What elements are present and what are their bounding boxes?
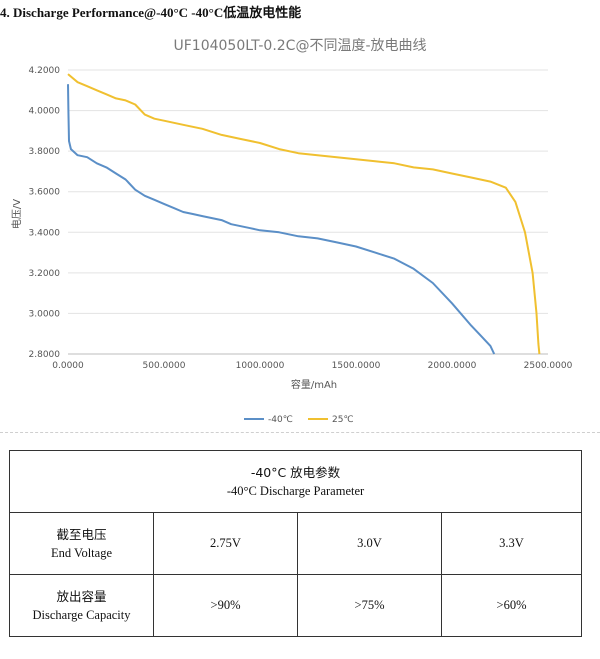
row-label-en: End Voltage bbox=[51, 545, 112, 560]
section-divider bbox=[0, 432, 600, 433]
table-cell: >75% bbox=[297, 574, 442, 637]
y-tick-label: 3.4000 bbox=[29, 228, 61, 238]
y-tick-label: 3.0000 bbox=[29, 309, 61, 319]
y-tick-label: 3.2000 bbox=[29, 269, 61, 279]
y-axis-label: 电压/V bbox=[10, 199, 23, 229]
table-header-en: -40°C Discharge Parameter bbox=[226, 483, 365, 498]
row-label-cell: 截至电压 End Voltage bbox=[9, 512, 154, 575]
table-header-cn: -40°C 放电参数 bbox=[250, 464, 341, 480]
y-tick-label: 2.8000 bbox=[29, 350, 61, 360]
section-heading: 4. Discharge Performance@-40°C -40°C低温放电… bbox=[0, 5, 302, 20]
table-cell: >60% bbox=[441, 574, 582, 637]
x-tick-label: 2000.0000 bbox=[428, 361, 477, 371]
row-label-en: Discharge Capacity bbox=[32, 607, 131, 622]
x-tick-label: 0.0000 bbox=[52, 361, 84, 371]
y-tick-label: 3.8000 bbox=[29, 147, 61, 157]
table-cell: >90% bbox=[153, 574, 298, 637]
discharge-curve-chart: UF104050LT-0.2C@不同温度-放电曲线 2.8000 3.0000 3.… bbox=[10, 38, 573, 425]
row-label-cn: 截至电压 bbox=[56, 526, 107, 542]
series-line-1 bbox=[67, 73, 541, 355]
x-axis-label: 容量/mAh bbox=[291, 378, 337, 391]
table-cell: 3.3V bbox=[441, 512, 582, 575]
table-cell: 3.0V bbox=[297, 512, 442, 575]
y-tick-label: 4.2000 bbox=[29, 66, 61, 76]
x-tick-label: 1500.0000 bbox=[332, 361, 381, 371]
legend-label: -40℃ bbox=[268, 415, 293, 425]
legend-label: 25℃ bbox=[332, 415, 354, 425]
table-row: 截至电压 End Voltage 2.75V 3.0V 3.3V bbox=[9, 512, 582, 575]
discharge-parameter-table: -40°C 放电参数 -40°C Discharge Parameter 截至电… bbox=[9, 450, 582, 637]
y-tick-label: 3.6000 bbox=[29, 188, 61, 198]
x-tick-label: 500.0000 bbox=[143, 361, 186, 371]
chart-title: UF104050LT-0.2C@不同温度-放电曲线 bbox=[173, 38, 426, 54]
table-cell: 2.75V bbox=[153, 512, 298, 575]
x-tick-label: 2500.0000 bbox=[524, 361, 573, 371]
x-tick-label: 1000.0000 bbox=[236, 361, 285, 371]
table-row: 放出容量 Discharge Capacity >90% >75% >60% bbox=[9, 574, 582, 637]
row-label-cell: 放出容量 Discharge Capacity bbox=[9, 574, 154, 637]
row-label-cn: 放出容量 bbox=[56, 588, 107, 604]
series-line-0 bbox=[67, 84, 496, 355]
y-tick-label: 4.0000 bbox=[29, 107, 61, 117]
table-header-cell: -40°C 放电参数 -40°C Discharge Parameter bbox=[9, 450, 582, 513]
